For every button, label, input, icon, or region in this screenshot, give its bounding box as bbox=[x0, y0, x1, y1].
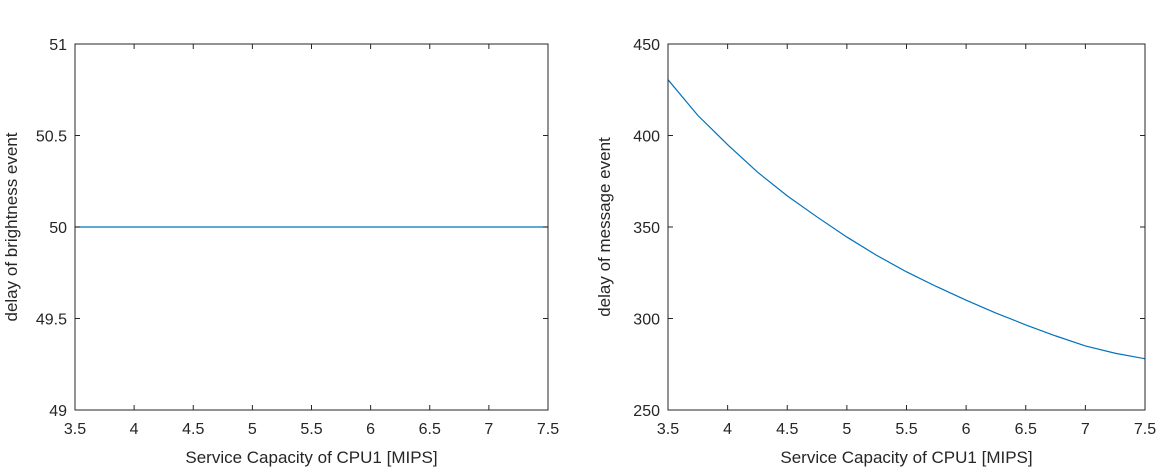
x-tick-label: 4 bbox=[723, 421, 732, 438]
y-tick-label: 400 bbox=[633, 129, 660, 146]
x-tick-label: 4 bbox=[130, 421, 139, 438]
x-axis-label: Service Capacity of CPU1 [MIPS] bbox=[780, 448, 1032, 467]
y-axis-label: delay of brightness event bbox=[2, 132, 21, 321]
x-tick-label: 4.5 bbox=[776, 421, 798, 438]
x-tick-label: 4.5 bbox=[182, 421, 204, 438]
x-tick-label: 6 bbox=[962, 421, 971, 438]
x-tick-label: 6 bbox=[366, 421, 375, 438]
y-tick-label: 49 bbox=[49, 403, 67, 420]
x-tick-label: 6.5 bbox=[419, 421, 441, 438]
x-tick-label: 5.5 bbox=[300, 421, 322, 438]
y-tick-label: 300 bbox=[633, 312, 660, 329]
y-tick-label: 350 bbox=[633, 220, 660, 237]
x-tick-label: 7.5 bbox=[537, 421, 559, 438]
y-tick-label: 50 bbox=[49, 220, 67, 237]
x-axis-label: Service Capacity of CPU1 [MIPS] bbox=[185, 448, 437, 467]
y-tick-label: 450 bbox=[633, 37, 660, 54]
x-tick-label: 7 bbox=[1081, 421, 1090, 438]
x-tick-label: 7 bbox=[484, 421, 493, 438]
axes-box bbox=[667, 43, 1146, 411]
y-tick-label: 49.5 bbox=[36, 312, 67, 329]
y-tick-label: 51 bbox=[49, 37, 67, 54]
y-tick-label: 50.5 bbox=[36, 129, 67, 146]
x-tick-label: 3.5 bbox=[64, 421, 86, 438]
chart-brightness-delay: 3.5 4 4.5 5 5.5 6 6.5 7 7.5 49 49.5 50 50.5 51 Service… bbox=[2, 37, 559, 467]
y-tick-label: 250 bbox=[633, 403, 660, 420]
x-tick-label: 6.5 bbox=[1015, 421, 1037, 438]
chart-message-delay: 3.5 4 4.5 5 5.5 6 6.5 7 7.5 250 300 350 400 450 Servic… bbox=[595, 37, 1156, 467]
x-tick-label: 3.5 bbox=[657, 421, 679, 438]
x-tick-label: 5 bbox=[248, 421, 257, 438]
x-tick-label: 5.5 bbox=[895, 421, 917, 438]
y-axis-label: delay of message event bbox=[595, 137, 614, 317]
x-tick-label: 7.5 bbox=[1134, 421, 1156, 438]
x-tick-label: 5 bbox=[842, 421, 851, 438]
series-line-0 bbox=[667, 79, 1146, 360]
